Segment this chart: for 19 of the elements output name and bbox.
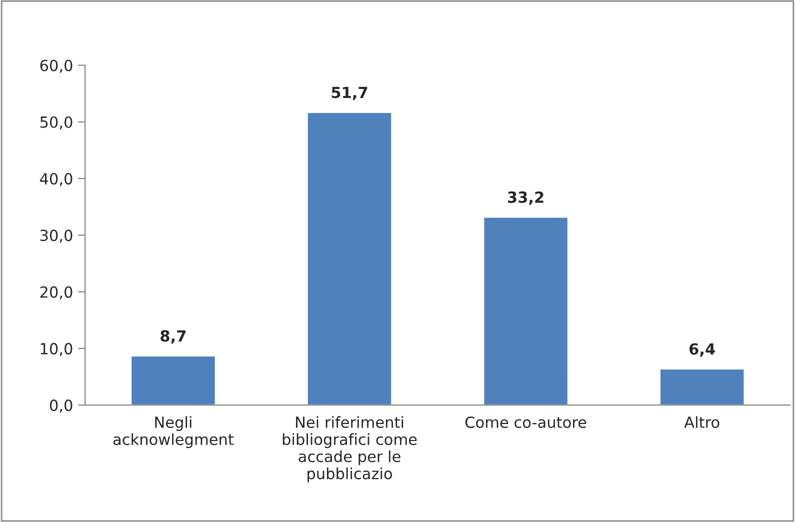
data-label: 6,4 [690, 343, 715, 357]
y-tick-label: 10,0 [40, 342, 72, 356]
bar [482, 216, 569, 406]
y-tick-label: 60,0 [40, 60, 72, 73]
y-tick-label: 20,0 [40, 286, 72, 300]
bar [306, 112, 393, 406]
bar [130, 355, 216, 406]
x-tick-label: Altro [684, 416, 720, 428]
y-tick-label: 40,0 [40, 172, 72, 186]
x-tick-label: Negli acknowlegment [113, 416, 234, 448]
x-tick-label: Come co-autore [465, 416, 586, 428]
y-tick-label: 50,0 [40, 116, 72, 130]
y-tick-label: 30,0 [40, 230, 72, 243]
data-label: 33,2 [508, 191, 544, 205]
bar [659, 368, 746, 406]
y-tick-label: 0,0 [50, 400, 72, 413]
x-tick-label: Nei riferimenti bibliografici come accade per le pubblicazio [282, 416, 417, 482]
data-label: 51,7 [332, 86, 368, 100]
data-label: 8,7 [160, 330, 186, 344]
